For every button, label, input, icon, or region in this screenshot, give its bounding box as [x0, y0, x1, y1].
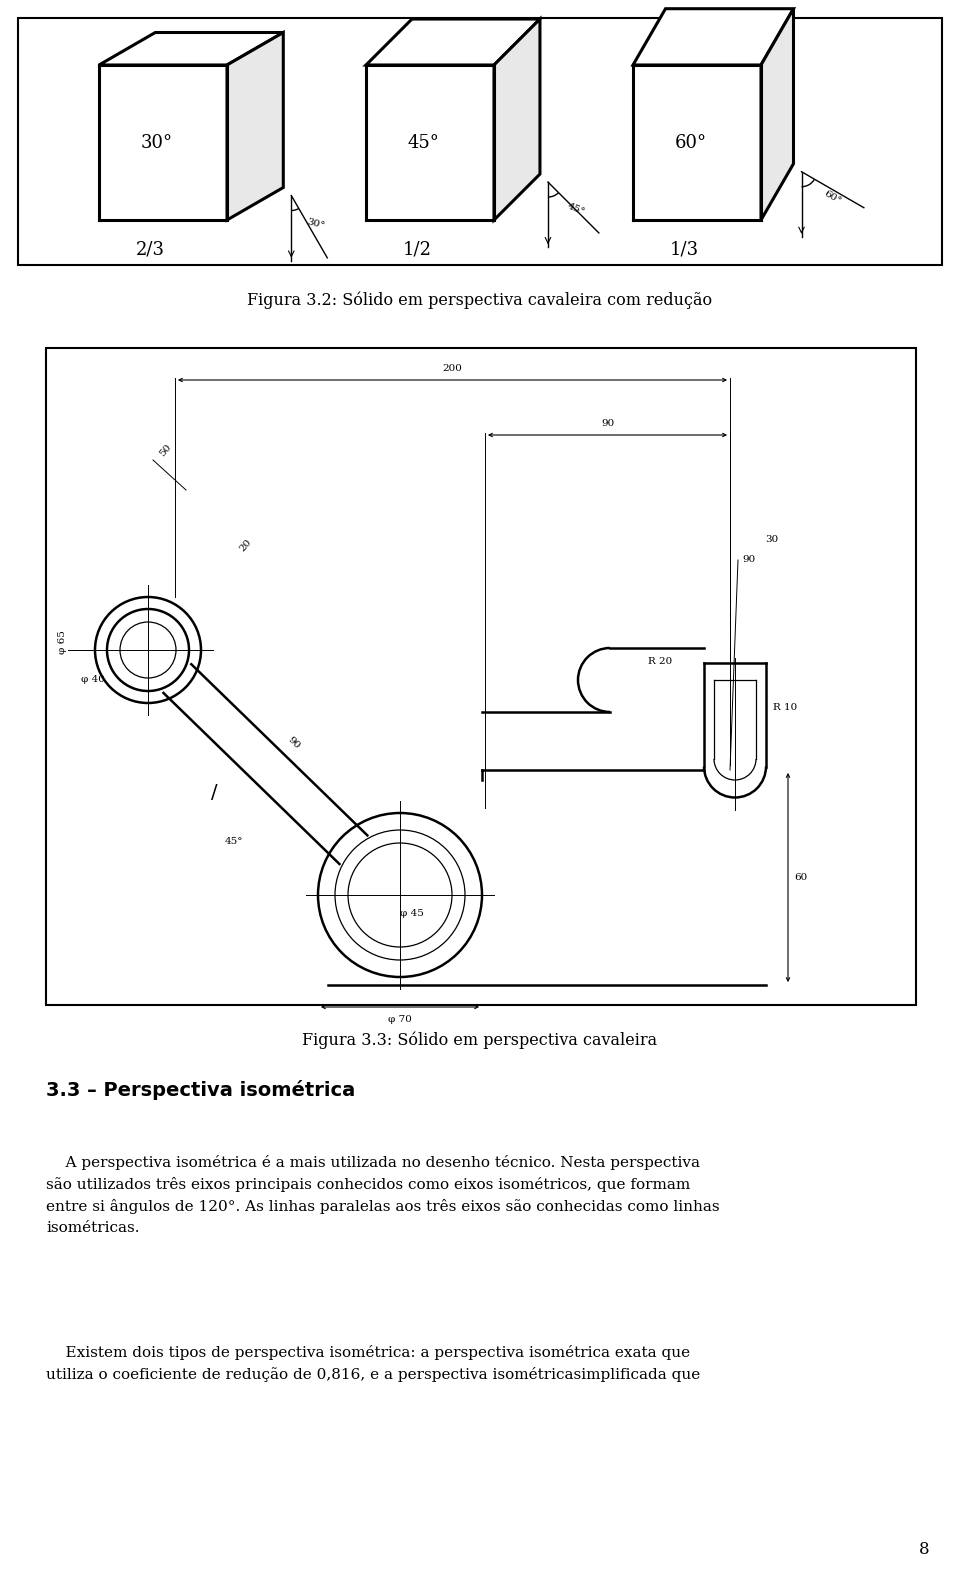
- Text: 2/3: 2/3: [135, 241, 165, 260]
- Text: 90: 90: [286, 735, 301, 750]
- Text: 1/2: 1/2: [402, 241, 432, 260]
- Polygon shape: [99, 33, 283, 64]
- Text: 60: 60: [794, 873, 807, 882]
- Bar: [633, 64, 761, 220]
- Bar: [99, 64, 227, 220]
- Text: 60°: 60°: [675, 134, 707, 151]
- Polygon shape: [494, 19, 540, 220]
- Text: 45°: 45°: [408, 134, 440, 151]
- Text: φ 65: φ 65: [58, 631, 67, 654]
- Text: R 20: R 20: [648, 658, 672, 667]
- Polygon shape: [163, 664, 368, 864]
- Bar: [366, 64, 494, 220]
- Text: Figura 3.3: Sólido em perspectiva cavaleira: Figura 3.3: Sólido em perspectiva cavale…: [302, 1032, 658, 1049]
- Text: 30°: 30°: [306, 217, 326, 230]
- Polygon shape: [227, 33, 283, 220]
- Bar: [46, 348, 916, 1005]
- Polygon shape: [366, 19, 540, 64]
- Text: 8: 8: [920, 1542, 930, 1559]
- Text: R 10: R 10: [773, 703, 797, 713]
- Text: Figura 3.2: Sólido em perspectiva cavaleira com redução: Figura 3.2: Sólido em perspectiva cavale…: [248, 291, 712, 308]
- Polygon shape: [761, 9, 794, 220]
- Text: 45°: 45°: [565, 201, 586, 217]
- Text: 45°: 45°: [225, 837, 243, 846]
- Text: 20: 20: [238, 536, 253, 554]
- Text: 90: 90: [742, 555, 756, 565]
- Text: 200: 200: [443, 363, 463, 373]
- Text: 30°: 30°: [140, 134, 173, 151]
- Text: isométricas.: isométricas.: [46, 1221, 139, 1235]
- Text: entre si ângulos de 120°. As linhas paralelas aos três eixos são conhecidas como: entre si ângulos de 120°. As linhas para…: [46, 1199, 720, 1214]
- Text: são utilizados três eixos principais conhecidos como eixos isométricos, que form: são utilizados três eixos principais con…: [46, 1177, 690, 1192]
- Text: utiliza o coeficiente de redução de 0,816, e a perspectiva isométricasimplificad: utiliza o coeficiente de redução de 0,81…: [46, 1367, 700, 1383]
- Text: Existem dois tipos de perspectiva isométrica: a perspectiva isométrica exata que: Existem dois tipos de perspectiva isomét…: [46, 1345, 690, 1361]
- Text: 3.3 – Perspectiva isométrica: 3.3 – Perspectiva isométrica: [46, 1081, 355, 1100]
- Text: 30: 30: [765, 535, 779, 544]
- Text: 1/3: 1/3: [670, 241, 699, 260]
- Text: A perspectiva isométrica é a mais utilizada no desenho técnico. Nesta perspectiv: A perspectiva isométrica é a mais utiliz…: [46, 1155, 700, 1170]
- Text: φ 45: φ 45: [400, 909, 424, 917]
- Text: 50: 50: [158, 442, 174, 458]
- Text: φ 40: φ 40: [81, 675, 105, 684]
- Text: 60°: 60°: [822, 189, 843, 206]
- Text: 90: 90: [601, 418, 614, 428]
- Polygon shape: [633, 9, 794, 64]
- Text: /: /: [210, 782, 217, 802]
- Text: φ 70: φ 70: [388, 1015, 412, 1024]
- Bar: [18, 17, 942, 264]
